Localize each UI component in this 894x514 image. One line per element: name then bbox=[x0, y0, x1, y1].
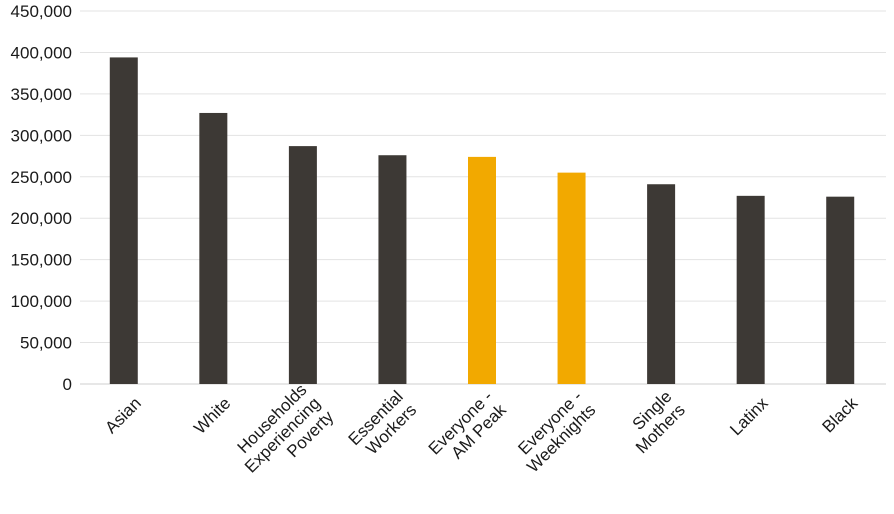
bar bbox=[199, 112, 228, 384]
y-tick-label: 450,000 bbox=[11, 2, 72, 21]
x-tick-label-line: Latinx bbox=[726, 393, 772, 439]
x-tick-label: White bbox=[190, 394, 234, 438]
x-tick-label: Latinx bbox=[726, 393, 772, 439]
bar bbox=[288, 146, 317, 384]
y-tick-label: 50,000 bbox=[20, 334, 72, 353]
y-tick-label: 150,000 bbox=[11, 251, 72, 270]
x-tick-label-line: Asian bbox=[101, 394, 145, 438]
bar bbox=[647, 184, 676, 384]
bar bbox=[736, 195, 765, 384]
x-tick-label-line: Black bbox=[818, 393, 861, 436]
y-tick-label: 400,000 bbox=[11, 43, 72, 62]
bar bbox=[378, 155, 407, 384]
y-tick-label: 200,000 bbox=[11, 209, 72, 228]
y-tick-label: 350,000 bbox=[11, 85, 72, 104]
bar bbox=[109, 57, 138, 384]
y-axis-ticks: 0 50,000 100,000 150,000 200,000 250,000 300,0… bbox=[11, 2, 72, 394]
y-tick-label: 300,000 bbox=[11, 126, 72, 145]
x-tick-label: Black bbox=[818, 393, 861, 436]
y-tick-label: 250,000 bbox=[11, 168, 72, 187]
bar bbox=[826, 196, 855, 384]
x-tick-label: Asian bbox=[101, 394, 145, 438]
y-tick-label: 0 bbox=[63, 375, 72, 394]
bar bbox=[557, 172, 586, 384]
x-tick-label-line: White bbox=[190, 394, 234, 438]
y-tick-label: 100,000 bbox=[11, 292, 72, 311]
bars bbox=[109, 57, 855, 384]
x-tick-label: Everyone -Weeknights bbox=[514, 387, 599, 476]
x-tick-label: Everyone -AM Peak bbox=[425, 387, 510, 463]
bar bbox=[468, 156, 496, 384]
